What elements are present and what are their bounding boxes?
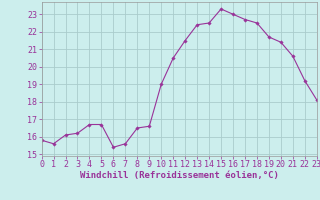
X-axis label: Windchill (Refroidissement éolien,°C): Windchill (Refroidissement éolien,°C) (80, 171, 279, 180)
